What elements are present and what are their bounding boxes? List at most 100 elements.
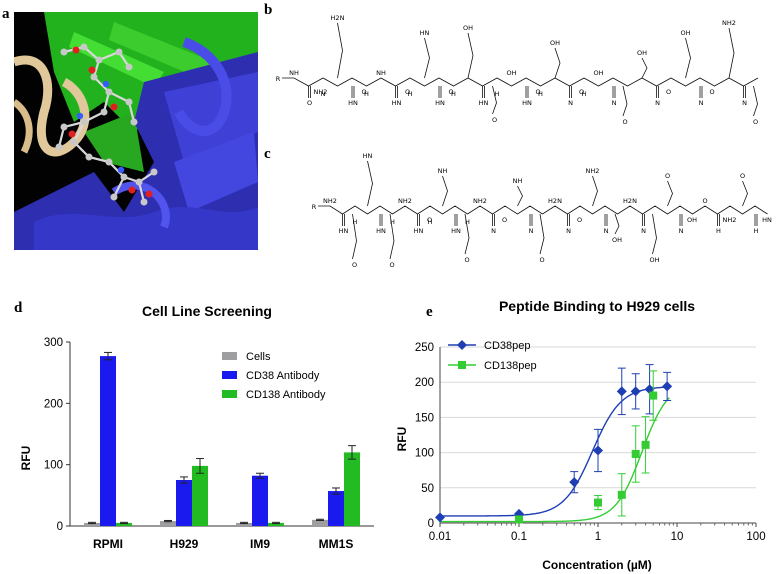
atom-label: H2N — [623, 197, 637, 205]
chart-e-ytick-label: 0 — [428, 518, 434, 530]
sidechain-bond — [539, 213, 545, 255]
chart-e-xlabel: Concentration (µM) — [542, 558, 652, 572]
atom-label: H — [538, 90, 543, 98]
atom-label: NH — [438, 167, 448, 175]
atom-label: OH — [649, 256, 659, 264]
data-point — [631, 450, 640, 459]
atom-label: O — [666, 88, 671, 96]
legend-label: Cells — [246, 351, 271, 363]
data-point — [594, 498, 602, 507]
backbone-bond — [282, 77, 759, 87]
data-point — [649, 391, 658, 400]
data-point — [641, 440, 650, 449]
atom-label: N — [491, 227, 496, 235]
fit-curve — [440, 397, 670, 523]
atom-label: O — [709, 88, 714, 96]
atom-label: N — [679, 227, 684, 235]
atom-label: H — [428, 218, 433, 226]
atom-label: H — [754, 227, 759, 235]
chart-e-ylabel: RFU — [395, 427, 409, 452]
atom-label: N — [321, 90, 326, 98]
atom-label: H — [582, 90, 587, 98]
atom-label: OH — [637, 49, 647, 57]
chart-e-xtick-label: 0.01 — [429, 531, 451, 543]
atom-label: NH — [513, 177, 523, 185]
chart-e-xtick-label: 0.1 — [511, 531, 527, 543]
chart-d-title: Cell Line Screening — [142, 303, 272, 319]
bar — [252, 475, 268, 526]
sidechain-bond — [641, 57, 648, 79]
chart-e-ytick-label: 200 — [415, 377, 434, 389]
data-point — [617, 490, 626, 499]
data-point — [514, 508, 524, 519]
atom-label: HN — [392, 99, 402, 107]
atom-label: NH — [376, 69, 386, 77]
atom-label: O — [622, 118, 627, 126]
legend-marker — [458, 361, 466, 369]
atom-label: O — [361, 88, 366, 96]
bar — [328, 491, 344, 526]
data-point — [662, 381, 673, 392]
atom-label: N — [604, 227, 609, 235]
sidechain-bond — [467, 32, 474, 79]
bar — [100, 356, 116, 526]
atom-label: N — [568, 99, 573, 107]
atom-label: H — [408, 90, 413, 98]
chart-d-category-label: IM9 — [250, 537, 270, 551]
sidechain-bond — [517, 185, 523, 207]
sidechain-bond — [442, 175, 448, 207]
sidechain-bond — [337, 22, 343, 79]
atom-label: H — [465, 218, 470, 226]
chart-e-ytick-label: 250 — [415, 342, 434, 354]
legend-swatch — [222, 352, 237, 360]
chart-e-xtick-label: 10 — [671, 531, 684, 543]
atom-label: N — [655, 99, 660, 107]
atom-label: N — [529, 227, 534, 235]
atom-label: N — [612, 99, 617, 107]
chart-d-ytick-label: 200 — [44, 398, 63, 410]
atom-label: NH2 — [586, 167, 600, 175]
atom-label: H — [451, 90, 456, 98]
sidechain-bond — [352, 213, 357, 260]
atom-label: HN — [435, 99, 445, 107]
sidechain-bond — [389, 213, 395, 260]
sidechain-bond — [614, 213, 620, 235]
sidechain-bond — [592, 175, 598, 207]
atom-label: NH2 — [723, 216, 737, 224]
chart-e-xtick-label: 100 — [746, 531, 765, 543]
fit-curve — [440, 386, 670, 517]
chart-e-title: Peptide Binding to H929 cells — [499, 298, 695, 314]
atom-label: O — [405, 88, 410, 96]
chart-e-ytick-label: 50 — [421, 483, 434, 495]
atom-label: O — [539, 256, 544, 264]
legend-label: CD138 Antibody — [246, 389, 326, 401]
sidechain-bond — [367, 160, 373, 207]
atom-label: HN — [348, 99, 358, 107]
data-point — [593, 445, 603, 456]
atom-label: HN — [479, 99, 489, 107]
bar — [268, 522, 284, 526]
panel-label-e: e — [426, 304, 433, 320]
panel-label-d: d — [14, 300, 23, 316]
bar — [192, 465, 208, 526]
legend-label: CD38 Antibody — [246, 370, 320, 382]
atom-label: OH — [550, 39, 560, 47]
atom-label: HN — [762, 216, 772, 224]
atom-label: O — [448, 88, 453, 96]
r-group-label: R — [276, 75, 281, 83]
atom-label: OH — [687, 216, 697, 224]
atom-label: O — [665, 172, 670, 180]
atom-label: OH — [612, 236, 622, 244]
atom-label: NH2 — [398, 197, 412, 205]
atom-label: HN — [451, 227, 461, 235]
bar — [312, 519, 328, 526]
atom-label: H — [390, 218, 395, 226]
data-point — [569, 477, 580, 488]
atom-label: HN — [414, 227, 424, 235]
sidechain-bond — [685, 37, 691, 79]
protein-structure-image — [14, 12, 258, 250]
atom-label: H — [353, 218, 358, 226]
sidechain-bond — [464, 213, 470, 255]
atom-label: OH — [680, 29, 690, 37]
atom-label: O — [535, 88, 540, 96]
